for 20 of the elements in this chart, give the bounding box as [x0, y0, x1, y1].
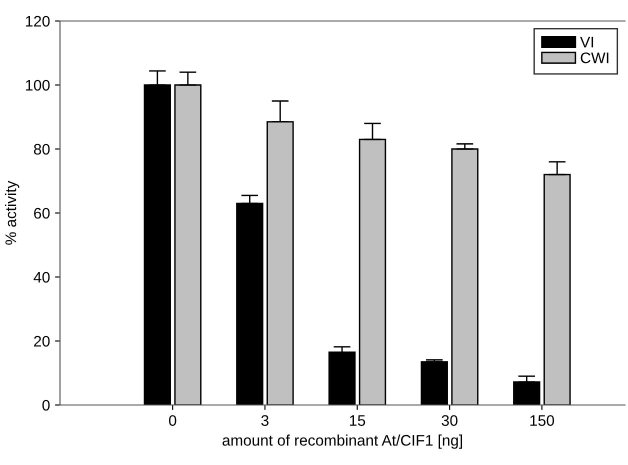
x-tick-label: 3: [261, 415, 269, 426]
bar: [328, 352, 356, 405]
x-tick-label: 150: [530, 415, 554, 426]
legend-label: VI: [580, 36, 594, 48]
y-tick-label: 20: [34, 336, 50, 347]
legend-label: CWI: [580, 52, 608, 64]
y-tick-label: 0: [42, 400, 50, 411]
y-tick-label: 40: [34, 272, 50, 283]
y-tick-label: 120: [26, 16, 50, 27]
bar: [420, 361, 448, 405]
x-tick-label: 0: [168, 415, 176, 426]
y-axis-title: % activity: [4, 180, 20, 245]
x-tick-label: 15: [350, 415, 366, 426]
bar: [513, 381, 540, 405]
y-tick-label: 100: [26, 80, 50, 91]
y-tick-label: 80: [34, 144, 50, 155]
bar: [451, 148, 478, 405]
y-tick-label: 60: [34, 208, 50, 219]
x-axis-title: amount of recombinant At/CIF1 [ng]: [222, 434, 462, 449]
x-tick-label: 30: [442, 415, 458, 426]
